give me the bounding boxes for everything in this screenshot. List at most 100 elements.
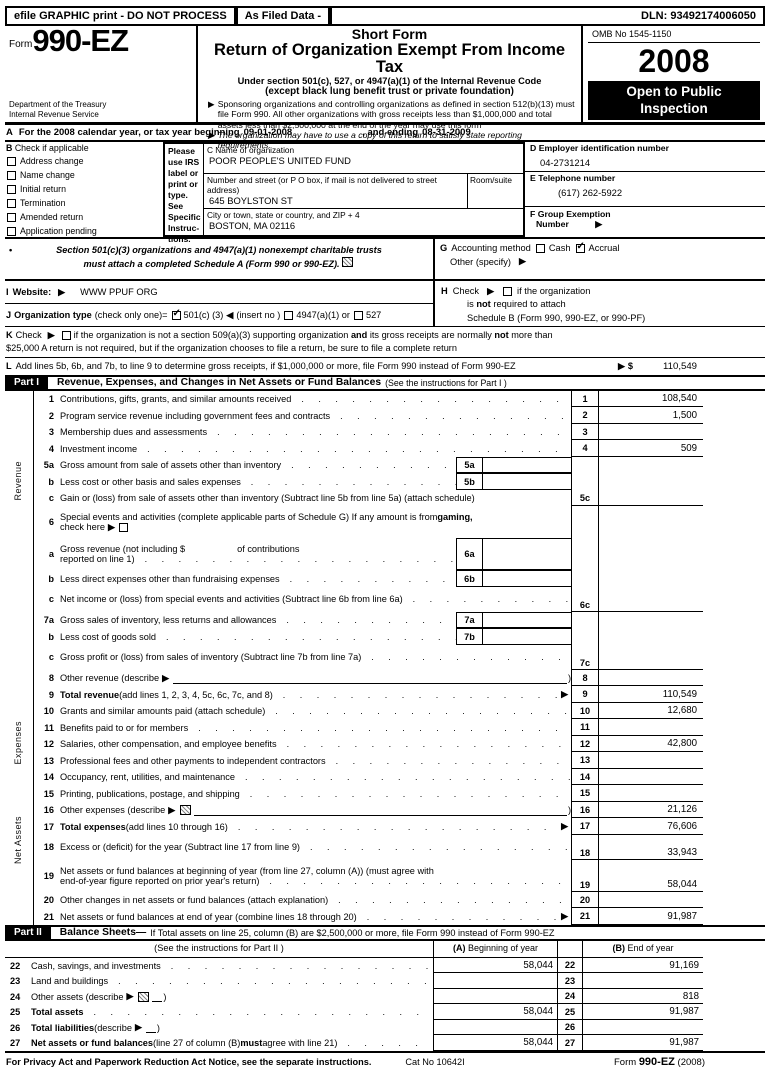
line-number: 16 [43,805,54,815]
line-label-block: Excess or (deficit) for the year (Subtra… [58,835,571,860]
form-footer: For Privacy Act and Paperwork Reduction … [5,1050,765,1068]
checkbox-termination[interactable] [7,198,16,208]
label-text: ) [156,1022,160,1033]
line-label: Less direct expenses other than fundrais… [60,574,456,584]
line-number: a [48,549,54,560]
applicable-item-name-change: Name change [6,168,163,182]
label-text: ) [163,991,167,1002]
line-amount [599,769,703,786]
label-text: ) [567,673,571,683]
ein-value[interactable]: 04-2731214 [540,157,591,168]
org-name-address-column: C Name of organization POOR PEOPLE'S UNI… [203,144,523,235]
gaming-checkbox[interactable] [118,522,128,532]
line-amount: 1,500 [599,407,703,424]
name-address-box: Please use IRS label or print or type. See Spe… [163,142,525,244]
dot-leader: . . . . . . . . . . . . . . . . . . . . … [144,554,456,565]
line-amount: 110,549 [599,686,703,703]
line-amount [599,892,703,909]
form-line-6: 6 Special events and activities (complete… [34,506,703,539]
dot-leader: . . . . . . . . . . . . . . . . . . . . … [275,706,571,716]
dollar-sign: $ [627,361,633,372]
write-in-line[interactable] [194,805,567,816]
checkbox-address-change[interactable] [7,156,16,166]
box-i-prefix: I [6,287,9,297]
department-label: Department of the Treasury Internal Reve… [9,100,194,120]
sub-amount-field[interactable] [483,474,571,489]
applicable-checkbox-list: Address change Name change Initial return T… [6,154,163,238]
sub-line-number: 5b [457,474,483,489]
line-number-box: 10 [571,702,599,720]
write-in-line[interactable] [152,991,163,1002]
line-amount [599,424,703,441]
sub-amount-field[interactable] [483,539,571,570]
line-label: Program service revenue including govern… [60,411,571,421]
line-label: end-of-year figure reported on prior yea… [60,876,571,886]
line-amount [599,570,703,587]
city-value[interactable]: BOSTON, MA 02116 [209,220,296,231]
line-label: Net income or (loss) from special events… [60,594,571,604]
form-line-7a: 7a Gross sales of inventory, less returns… [34,611,703,629]
gross-receipts-checkbox[interactable] [61,330,71,340]
form-line-9: 9 Total revenue (add lines 1, 2, 3, 4, 5c… [34,686,703,703]
org-type-4947-checkbox[interactable] [284,310,294,320]
line-label-block: Benefits paid to or for members . . . . … [58,719,571,736]
org-type-501c3-checkbox[interactable] [171,308,181,320]
line-number-box: 15 [571,785,599,802]
sub-amount-field[interactable] [483,571,571,586]
website-value[interactable]: WWW PPUF ORG [80,287,158,297]
sub-amount-field[interactable] [483,629,571,644]
form-number: 990-EZ [32,23,129,58]
form-line-5a: 5a Gross amount from sale of assets other… [34,456,703,474]
street-value[interactable]: 645 BOYLSTON ST [209,195,293,206]
line-number: 13 [43,755,54,766]
open-to-public-line2: Inspection [640,101,708,117]
label-text: check here [60,522,105,533]
checkbox-name-change[interactable] [7,170,16,180]
sub-amount-box: 5a [456,456,571,474]
checkbox-initial-return[interactable] [7,184,16,194]
column-a-header: (A) Beginning of year [433,940,557,957]
line-label-block: Gross amount from sale of assets other t… [58,457,456,474]
line-label: Gross revenue (not including $ of contrib… [60,544,456,554]
part2-rows: 22 Cash, savings, and investments . . . .… [5,957,703,1051]
line-number-box: 3 [571,423,599,441]
dot-leader: . . . . . . . . . . . . . . . . . . . . … [291,460,456,470]
sub-amount-field[interactable] [483,457,571,473]
line-number-box: 4 [571,440,599,457]
write-in-line[interactable] [173,673,567,684]
form-header: Form 990-EZ Department of the Treasury I… [5,23,765,150]
applicable-item-label: Initial return [20,184,66,194]
phone-label: E Telephone number [530,173,616,183]
amount-end-of-year: 818 [583,989,703,1005]
group-exemption-label1: F Group Exemption [530,209,611,219]
label-text: Grants and similar amounts paid (attach … [60,706,266,716]
form-line-7b: b Less cost of goods sold . . . . . . . .… [34,628,703,645]
org-name-value[interactable]: POOR PEOPLE'S UNITED FUND [209,155,351,166]
label-text: Net assets or fund balances [31,1038,154,1048]
dot-leader: . . . . . . . . . . . . . . . . . . . . … [347,1038,433,1048]
line-amount [599,473,703,490]
schedule-b-checkbox[interactable] [503,287,512,297]
org-type-527-checkbox[interactable] [353,310,363,320]
line-number-box: 14 [571,768,599,786]
tax-year: 2008 [638,43,710,79]
checkbox-application-pending[interactable] [7,226,16,236]
cash-label: Cash [548,243,571,253]
form-line-17: 17 Total expenses (add lines 10 through 1… [34,818,703,835]
cash-checkbox[interactable] [535,243,545,253]
line-number-box: 5c [571,489,599,507]
line-label: Total expenses (add lines 10 through 16)… [60,821,571,832]
phone-value[interactable]: (617) 262-5922 [558,187,623,198]
line-amount [599,457,703,474]
website-row: I Website: ▶ WWW PPUF ORG [5,281,433,304]
sub-amount-field[interactable] [483,612,571,628]
line-amount: 58,044 [599,860,703,892]
accrual-checkbox[interactable] [575,241,585,253]
part1-subtitle: (See the instructions for Part I ) [385,377,507,388]
line-label-block: Gain or (loss) from sale of assets other… [58,490,571,507]
label-text: Gain or (loss) from sale of assets other… [60,493,475,503]
line-number-box: 9 [571,686,599,703]
line-label: Other assets (describe ▶) [31,991,166,1002]
balance-line-26: 26 Total liabilities (describe ▶) 26 [5,1019,703,1036]
checkbox-amended-return[interactable] [7,212,16,222]
